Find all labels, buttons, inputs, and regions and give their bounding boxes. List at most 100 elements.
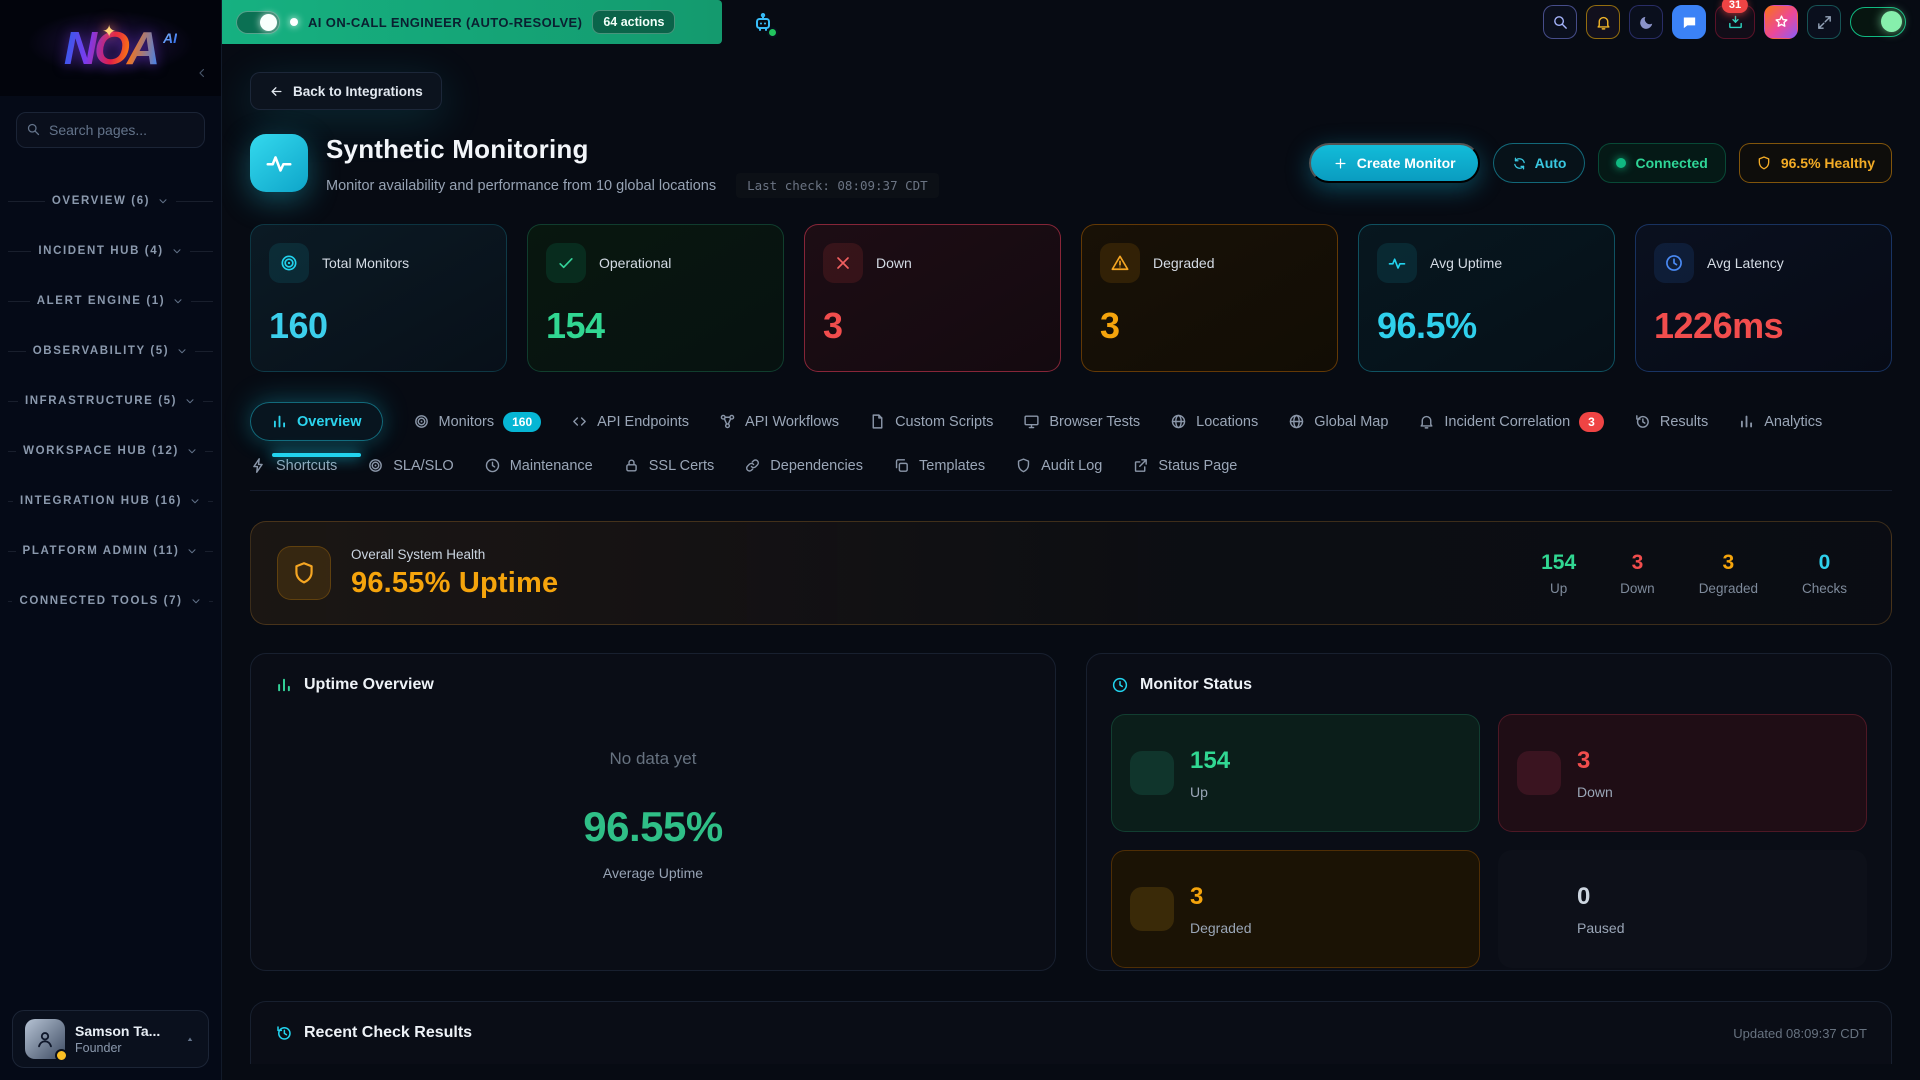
back-to-integrations-button[interactable]: Back to Integrations: [250, 72, 442, 110]
stat-card-down[interactable]: Down 3: [804, 224, 1061, 372]
sidebar-item-integration-hub[interactable]: INTEGRATION HUB (16): [0, 476, 221, 526]
sidebar-collapse-button[interactable]: [195, 66, 213, 84]
page-subtitle: Monitor availability and performance fro…: [326, 177, 717, 194]
tab-overview[interactable]: Overview: [250, 402, 383, 457]
tab-custom-scripts[interactable]: Custom Scripts: [869, 413, 993, 430]
sidebar-item-incident-hub[interactable]: INCIDENT HUB (4): [0, 226, 221, 276]
user-name: Samson Ta...: [75, 1023, 161, 1039]
auto-refresh-button[interactable]: Auto: [1492, 143, 1586, 183]
tab-api-workflows[interactable]: API Workflows: [719, 413, 839, 430]
sidebar-item-observability[interactable]: OBSERVABILITY (5): [0, 326, 221, 376]
stat-card-avg-latency[interactable]: Avg Latency 1226ms: [1635, 224, 1892, 372]
tab-sla-slo[interactable]: SLA/SLO: [367, 457, 454, 474]
sidebar-item-workspace-hub[interactable]: WORKSPACE HUB (12): [0, 426, 221, 476]
robot-online-dot: [767, 27, 778, 38]
dark-mode-button[interactable]: [1629, 5, 1663, 39]
sidebar-item-platform-admin[interactable]: PLATFORM ADMIN (11): [0, 526, 221, 576]
app-logo[interactable]: NOA ✦ AI: [0, 0, 221, 96]
sidebar-search: [16, 112, 205, 148]
stats-row: Total Monitors 160 Operational 154 Down …: [250, 224, 1892, 372]
health-title: Overall System Health: [351, 546, 486, 562]
tab-status-page[interactable]: Status Page: [1132, 457, 1237, 474]
star-icon: [1773, 14, 1790, 31]
tab-api-endpoints[interactable]: API Endpoints: [571, 413, 689, 430]
sidebar-item-infrastructure[interactable]: INFRASTRUCTURE (5): [0, 376, 221, 426]
inbox-button[interactable]: 31: [1715, 0, 1755, 39]
ai-status-dot: [290, 18, 298, 26]
tab-browser-tests[interactable]: Browser Tests: [1023, 413, 1140, 430]
tab-templates[interactable]: Templates: [893, 457, 985, 474]
bar-chart-icon: [275, 676, 293, 694]
shield-icon: [1015, 457, 1032, 474]
tab-maintenance[interactable]: Maintenance: [484, 457, 593, 474]
tab-shortcuts[interactable]: Shortcuts: [250, 457, 337, 474]
tab-audit-log[interactable]: Audit Log: [1015, 457, 1102, 474]
tab-incident-correlation[interactable]: Incident Correlation 3: [1418, 411, 1604, 432]
stat-card-degraded[interactable]: Degraded 3: [1081, 224, 1338, 372]
tab-ssl-certs[interactable]: SSL Certs: [623, 457, 714, 474]
health-stat-down: 3 Down: [1620, 550, 1655, 596]
chat-button[interactable]: [1672, 5, 1706, 39]
create-monitor-button[interactable]: Create Monitor: [1308, 143, 1480, 183]
status-tile-down[interactable]: 3 Down: [1498, 714, 1867, 832]
code-icon: [571, 413, 588, 430]
tab-results[interactable]: Results: [1634, 413, 1708, 430]
clock-icon: [484, 457, 501, 474]
notification-count-badge: 31: [1721, 0, 1749, 13]
notifications-button[interactable]: [1586, 5, 1620, 39]
tab-global-map[interactable]: Global Map: [1288, 413, 1388, 430]
tab-locations[interactable]: Locations: [1170, 413, 1258, 430]
target-icon: [367, 457, 384, 474]
person-icon: [34, 1028, 56, 1050]
file-icon: [869, 413, 886, 430]
fullscreen-button[interactable]: [1807, 5, 1841, 39]
ai-oncall-toggle[interactable]: [236, 10, 280, 34]
history-icon: [1634, 413, 1651, 430]
plus-icon: [1333, 156, 1348, 171]
health-stat-degraded: 3 Degraded: [1698, 550, 1758, 596]
stat-card-total-monitors[interactable]: Total Monitors 160: [250, 224, 507, 372]
caret-up-icon: [184, 1033, 196, 1045]
status-tile-degraded[interactable]: 3 Degraded: [1111, 850, 1480, 968]
globe-icon: [1170, 413, 1187, 430]
paused-tile-icon: [1517, 887, 1561, 931]
bar-chart-icon: [1738, 413, 1755, 430]
health-stat-checks: 0 Checks: [1801, 550, 1847, 596]
search-button[interactable]: [1543, 5, 1577, 39]
recent-check-results-card: Recent Check Results Updated 08:09:37 CD…: [250, 1001, 1892, 1064]
theme-toggle[interactable]: [1850, 7, 1906, 37]
workflow-icon: [719, 413, 736, 430]
ai-assistant-button[interactable]: [746, 6, 780, 40]
sidebar-item-alert-engine[interactable]: ALERT ENGINE (1): [0, 276, 221, 326]
user-profile[interactable]: Samson Ta... Founder: [12, 1010, 209, 1068]
search-input[interactable]: [16, 112, 205, 148]
refresh-icon: [1512, 156, 1527, 171]
logo-star-icon: ✦: [102, 22, 117, 41]
expand-icon: [1816, 14, 1833, 31]
lock-icon: [623, 457, 640, 474]
tab-monitors[interactable]: Monitors 160: [413, 411, 542, 432]
status-tile-up[interactable]: 154 Up: [1111, 714, 1480, 832]
sidebar-item-connected-tools[interactable]: CONNECTED TOOLS (7): [0, 576, 221, 626]
health-stat-up: 154 Up: [1541, 550, 1577, 596]
updated-timestamp: Updated 08:09:37 CDT: [1733, 1025, 1867, 1041]
avatar: [25, 1019, 68, 1062]
pulse-icon: [264, 148, 294, 178]
health-status-chip[interactable]: 96.5% Healthy: [1738, 143, 1892, 183]
stat-value: 3: [1100, 305, 1120, 346]
clock-icon: [1111, 676, 1129, 694]
tab-dependencies[interactable]: Dependencies: [744, 457, 863, 474]
status-tile-paused[interactable]: 0 Paused: [1498, 850, 1867, 968]
favorites-button[interactable]: [1764, 5, 1798, 39]
chevron-down-icon: [184, 395, 196, 407]
sidebar-item-overview[interactable]: OVERVIEW (6): [0, 176, 221, 226]
stat-card-operational[interactable]: Operational 154: [527, 224, 784, 372]
tab-analytics[interactable]: Analytics: [1738, 413, 1822, 430]
lightning-icon: [250, 457, 267, 474]
chevron-down-icon: [157, 195, 169, 207]
bar-chart-icon: [271, 413, 288, 430]
page-title: Synthetic Monitoring: [326, 134, 589, 164]
connected-status-chip[interactable]: Connected: [1598, 143, 1726, 183]
stat-card-avg-uptime[interactable]: Avg Uptime 96.5%: [1358, 224, 1615, 372]
